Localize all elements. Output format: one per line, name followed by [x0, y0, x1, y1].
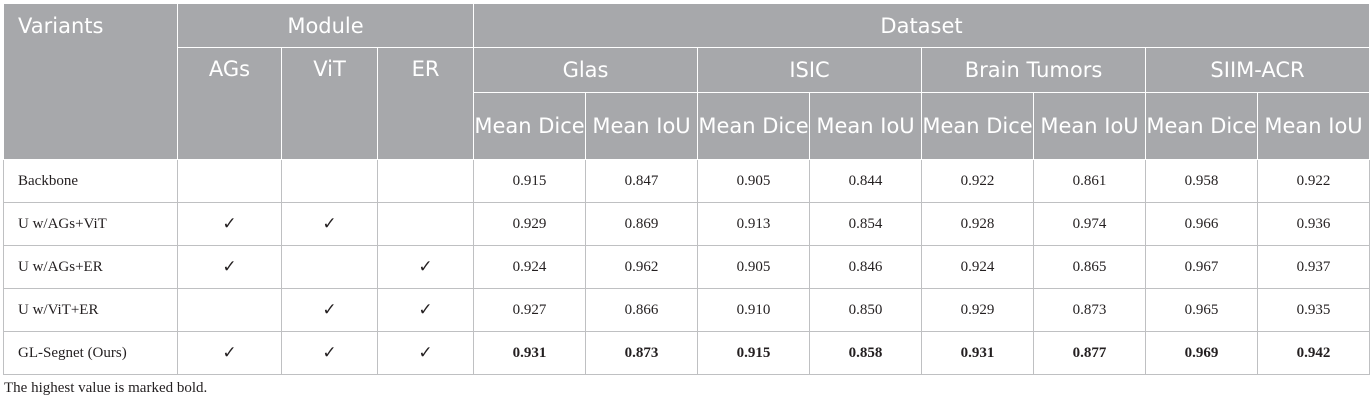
er-check: ✓	[376, 331, 475, 375]
value-cell: 0.922	[1257, 159, 1371, 203]
value-cell: 0.905	[697, 245, 811, 289]
vit-check	[281, 245, 378, 289]
er-check: ✓	[376, 245, 475, 289]
value-cell-best: 0.858	[809, 331, 923, 375]
er-check	[376, 202, 475, 246]
variant-cell: Backbone	[3, 159, 178, 203]
dataset-header: Dataset	[473, 3, 1371, 48]
variant-cell: GL-Segnet (Ours)	[3, 331, 178, 375]
value-cell: 0.929	[921, 288, 1035, 332]
value-cell: 0.873	[1033, 288, 1147, 332]
value-cell-best: 0.931	[473, 331, 587, 375]
value-cell: 0.854	[809, 202, 923, 246]
vit-check: ✓	[281, 288, 378, 332]
value-cell: 0.847	[585, 159, 699, 203]
module-vit-header: ViT	[281, 47, 378, 160]
value-cell: 0.965	[1145, 288, 1259, 332]
value-cell: 0.928	[921, 202, 1035, 246]
value-cell-best: 0.915	[697, 331, 811, 375]
metric-header: Mean IoU	[585, 92, 699, 160]
value-cell: 0.962	[585, 245, 699, 289]
value-cell: 0.967	[1145, 245, 1259, 289]
value-cell: 0.869	[585, 202, 699, 246]
module-er-header: ER	[376, 47, 475, 160]
variant-cell: U w/AGs+ER	[3, 245, 178, 289]
metric-header: Mean IoU	[1257, 92, 1371, 160]
variants-header: Variants	[3, 3, 178, 160]
table-row: Backbone 0.915 0.847 0.905 0.844 0.922 0…	[3, 159, 1371, 203]
value-cell: 0.905	[697, 159, 811, 203]
table-row: U w/ViT+ER ✓ ✓ 0.927 0.866 0.910 0.850 0…	[3, 288, 1371, 332]
value-cell-best: 0.873	[585, 331, 699, 375]
value-cell: 0.974	[1033, 202, 1147, 246]
metric-header: Mean Dice	[697, 92, 811, 160]
metric-header: Mean Dice	[1145, 92, 1259, 160]
ags-check: ✓	[177, 331, 282, 375]
value-cell: 0.922	[921, 159, 1035, 203]
value-cell: 0.927	[473, 288, 587, 332]
value-cell: 0.844	[809, 159, 923, 203]
metric-header: Mean Dice	[921, 92, 1035, 160]
ags-check	[177, 159, 282, 203]
variant-cell: U w/ViT+ER	[3, 288, 178, 332]
value-cell: 0.846	[809, 245, 923, 289]
vit-check	[281, 159, 378, 203]
value-cell-best: 0.969	[1145, 331, 1259, 375]
results-body: Backbone 0.915 0.847 0.905 0.844 0.922 0…	[3, 159, 1371, 375]
er-check: ✓	[376, 288, 475, 332]
dataset-brain-tumors-header: Brain Tumors	[921, 47, 1147, 93]
value-cell-best: 0.942	[1257, 331, 1371, 375]
module-header: Module	[176, 3, 475, 48]
dataset-isic-header: ISIC	[697, 47, 923, 93]
metric-header: Mean IoU	[809, 92, 923, 160]
value-cell: 0.924	[921, 245, 1035, 289]
value-cell: 0.915	[473, 159, 587, 203]
value-cell: 0.865	[1033, 245, 1147, 289]
value-cell: 0.910	[697, 288, 811, 332]
dataset-glas-header: Glas	[473, 47, 699, 93]
vit-check: ✓	[281, 331, 378, 375]
value-cell-best: 0.931	[921, 331, 1035, 375]
value-cell: 0.913	[697, 202, 811, 246]
ags-check: ✓	[177, 202, 282, 246]
table-row: GL-Segnet (Ours) ✓ ✓ ✓ 0.931 0.873 0.915…	[3, 331, 1371, 375]
table-row: U w/AGs+ViT ✓ ✓ 0.929 0.869 0.913 0.854 …	[3, 202, 1371, 246]
value-cell: 0.861	[1033, 159, 1147, 203]
value-cell: 0.929	[473, 202, 587, 246]
ags-check	[177, 288, 282, 332]
metric-header: Mean IoU	[1033, 92, 1147, 160]
results-table: Variants Module Dataset AGs ViT ER Glas …	[3, 3, 1371, 375]
value-cell: 0.936	[1257, 202, 1371, 246]
value-cell: 0.924	[473, 245, 587, 289]
variant-cell: U w/AGs+ViT	[3, 202, 178, 246]
ags-check: ✓	[177, 245, 282, 289]
value-cell: 0.958	[1145, 159, 1259, 203]
value-cell: 0.937	[1257, 245, 1371, 289]
metric-header: Mean Dice	[473, 92, 587, 160]
vit-check: ✓	[281, 202, 378, 246]
module-ags-header: AGs	[177, 47, 282, 160]
table-row: U w/AGs+ER ✓ ✓ 0.924 0.962 0.905 0.846 0…	[3, 245, 1371, 289]
value-cell-best: 0.877	[1033, 331, 1147, 375]
value-cell: 0.850	[809, 288, 923, 332]
er-check	[376, 159, 475, 203]
value-cell: 0.966	[1145, 202, 1259, 246]
dataset-siim-acr-header: SIIM-ACR	[1145, 47, 1371, 93]
table-footnote: The highest value is marked bold.	[4, 380, 208, 396]
value-cell: 0.935	[1257, 288, 1371, 332]
value-cell: 0.866	[585, 288, 699, 332]
